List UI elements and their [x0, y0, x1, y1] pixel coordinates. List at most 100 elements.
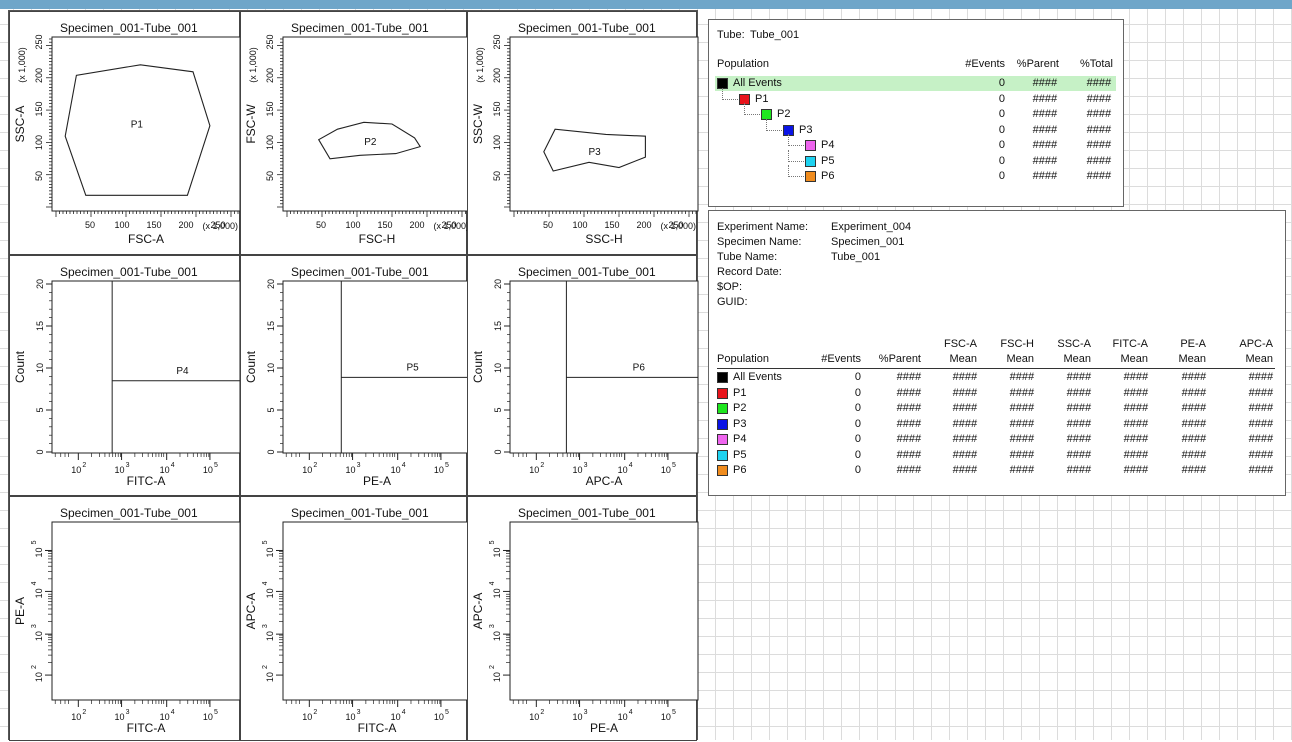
events-count: 0	[998, 77, 1005, 89]
plot-frame[interactable]	[282, 36, 472, 212]
param-header: PE-A	[1180, 338, 1206, 350]
plot-frame[interactable]	[282, 521, 472, 701]
percent-parent: ####	[1032, 108, 1057, 120]
y-tick-label: 100	[492, 135, 502, 150]
x-tick-label: 10	[529, 712, 539, 722]
percent-total: ####	[1086, 108, 1111, 120]
mean-header: Mean	[1178, 353, 1206, 365]
mean-value: ####	[1248, 386, 1273, 399]
x-tick-exp: 5	[672, 462, 676, 469]
population-color-swatch[interactable]	[805, 140, 816, 151]
mean-value: ####	[1066, 417, 1091, 430]
percent-parent: ####	[896, 371, 921, 383]
x-tick-label: 250	[668, 220, 683, 230]
x-tick-exp: 4	[402, 709, 406, 716]
x-tick-label: 100	[572, 220, 587, 230]
plot-frame[interactable]	[51, 521, 241, 701]
mean-header: Mean	[1120, 353, 1148, 365]
mean-value: ####	[1066, 371, 1091, 383]
mean-value: ####	[1123, 464, 1148, 476]
x-tick-label: 250	[210, 220, 225, 230]
percent-total: ####	[1086, 92, 1111, 105]
plot-p23[interactable]: Specimen_001-Tube_001 10 2 10 3 10 4 10 5 0 5 10 15 2…	[467, 255, 699, 496]
x-tick-label: 10	[618, 712, 628, 722]
x-axis-label: FITC-A	[127, 721, 166, 735]
gate-p1[interactable]	[64, 64, 211, 196]
mean-value: ####	[1181, 448, 1206, 461]
y-tick-label: 10	[492, 547, 502, 557]
y-tick-exp: 5	[489, 540, 496, 544]
population-hierarchy-panel[interactable]: Tube: Tube_001 Population #Events %Parent %To…	[708, 19, 1124, 207]
x-tick-label: 10	[346, 712, 356, 722]
x-tick-label: 10	[346, 465, 356, 475]
mean-value: ####	[1123, 402, 1148, 414]
plot-title: Specimen_001-Tube_001	[518, 506, 656, 520]
plot-p32[interactable]: Specimen_001-Tube_001 10 2 10 3 10 4 10 5 10 2 10 3 1…	[240, 496, 472, 741]
plot-frame[interactable]	[51, 36, 241, 212]
gate-p3[interactable]	[543, 128, 646, 172]
plot-p31[interactable]: Specimen_001-Tube_001 10 2 10 3 10 4 10 5 10 2 10 3 1…	[9, 496, 241, 741]
x-tick-label: 10	[115, 465, 125, 475]
population-color-swatch[interactable]	[805, 155, 816, 167]
tree-connector	[722, 87, 740, 100]
mean-header: Mean	[1245, 353, 1273, 365]
plot-frame[interactable]	[509, 280, 699, 454]
population-color-swatch[interactable]	[717, 449, 728, 461]
gate-p2[interactable]	[317, 121, 422, 160]
plot-frame[interactable]	[51, 280, 241, 454]
x-tick-label: 10	[661, 465, 671, 475]
param-header: FSC-A	[944, 338, 977, 350]
y-tick-label: 15	[266, 321, 276, 331]
tree-connector	[788, 134, 806, 146]
mean-value: ####	[952, 371, 977, 383]
events-count: 0	[998, 139, 1005, 151]
y-axis-label: APC-A	[471, 593, 485, 630]
x-tick-exp: 5	[214, 709, 218, 716]
plot-title: Specimen_001-Tube_001	[60, 21, 198, 35]
y-tick-exp: 3	[489, 624, 496, 628]
mean-value: ####	[1009, 464, 1034, 476]
tree-connector	[744, 103, 762, 115]
y-axis-label: APC-A	[244, 593, 258, 630]
population-name: P4	[821, 139, 835, 151]
population-color-swatch[interactable]	[717, 418, 728, 430]
population-color-swatch[interactable]	[805, 171, 816, 182]
y-tick-label: 5	[266, 407, 276, 412]
percent-parent: ####	[896, 448, 921, 461]
plot-p13[interactable]: Specimen_001-Tube_001 50 100 150 200 250 50 100…	[467, 11, 699, 255]
x-axis-label: PE-A	[590, 721, 618, 735]
y-tick-label: 10	[266, 363, 276, 373]
param-header: SSC-A	[1057, 338, 1091, 350]
plot-frame[interactable]	[509, 36, 699, 212]
plot-area: Specimen_001-Tube_001 50 100 150 200 250 50 100…	[8, 10, 699, 741]
plot-p33[interactable]: Specimen_001-Tube_001 10 2 10 3 10 4 10 5 10 2 10 3 1…	[467, 496, 699, 741]
population-color-swatch[interactable]	[717, 387, 728, 399]
y-tick-label: 150	[34, 101, 44, 116]
plot-p12[interactable]: Specimen_001-Tube_001 50 100 150 200 250 50 100…	[240, 11, 472, 255]
x-tick-label: 50	[85, 220, 95, 230]
plot-frame[interactable]	[282, 280, 472, 454]
y-tick-label: 10	[492, 672, 502, 682]
population-color-swatch[interactable]	[717, 403, 728, 414]
plot-p22[interactable]: Specimen_001-Tube_001 10 2 10 3 10 4 10 5 0 5 10 15 2…	[240, 255, 472, 496]
mean-value: ####	[1181, 433, 1206, 445]
plot-p11[interactable]: Specimen_001-Tube_001 50 100 150 200 250 50 100…	[9, 11, 241, 255]
x-tick-exp: 2	[313, 462, 317, 469]
mean-value: ####	[1248, 371, 1273, 383]
population-color-swatch[interactable]	[717, 434, 728, 445]
events-count: 0	[998, 170, 1005, 182]
x-tick-label: 10	[71, 712, 81, 722]
y-tick-label: 20	[35, 279, 45, 289]
plot-frame[interactable]	[509, 521, 699, 701]
x-axis-label: FITC-A	[127, 474, 166, 488]
percent-total: ####	[1086, 139, 1111, 151]
x-axis-label: PE-A	[363, 474, 391, 488]
mean-value: ####	[1248, 433, 1273, 445]
statistics-panel[interactable]: Experiment Name: Experiment_004 Specimen N…	[708, 210, 1286, 496]
population-color-swatch[interactable]	[717, 372, 728, 383]
header-population: Population	[717, 353, 769, 365]
plot-p21[interactable]: Specimen_001-Tube_001 10 2 10 3 10 4 10 5 0 5 10 15 2…	[9, 255, 241, 496]
population-color-swatch[interactable]	[717, 465, 728, 476]
